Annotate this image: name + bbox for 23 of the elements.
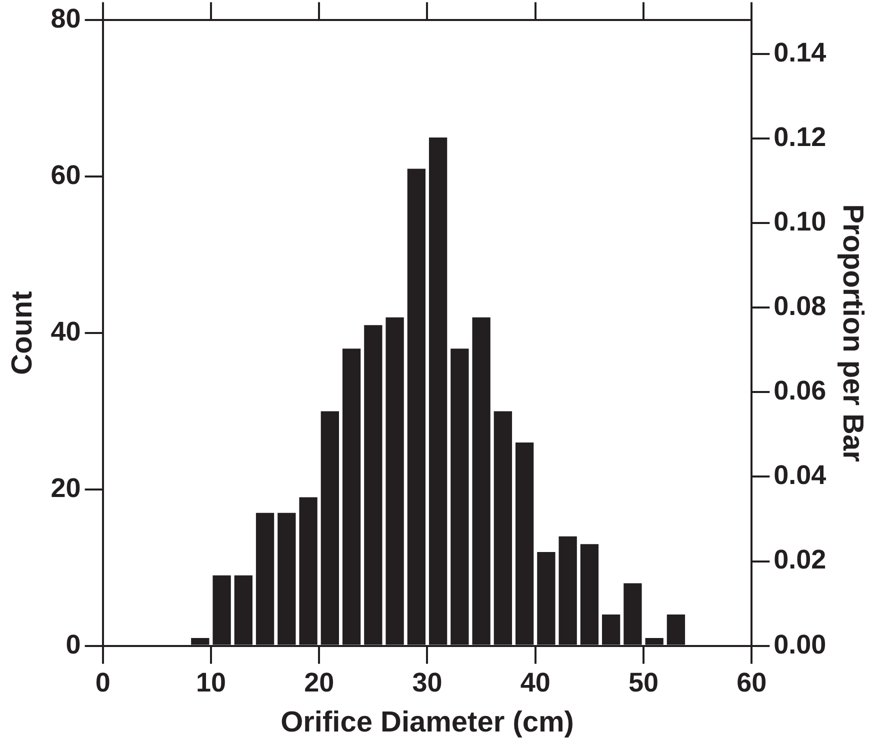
x-tick-label: 30 (412, 667, 442, 698)
y-tick-label: 20 (50, 472, 81, 503)
y2-tick-label: 0.04 (774, 460, 826, 490)
x-tick-label: 0 (95, 667, 110, 698)
y2-tick-label: 0.00 (774, 629, 826, 660)
y-tick-label: 0 (66, 629, 81, 660)
x-tick-label: 60 (736, 667, 767, 698)
y2-tick-label: 0.12 (774, 122, 826, 152)
y-axis-title: Count (6, 290, 38, 375)
y2-tick-label: 0.06 (774, 376, 826, 406)
y-tick-label: 40 (50, 316, 81, 346)
y2-tick-label: 0.14 (774, 37, 826, 68)
y2-tick-label: 0.02 (774, 544, 826, 575)
x-axis-title: Orifice Diameter (cm) (280, 706, 574, 739)
x-tick-label: 40 (520, 667, 550, 698)
y2-tick-label: 0.10 (774, 206, 826, 237)
y2-tick-label: 0.08 (774, 291, 826, 322)
y2-axis-title: Proportion per Bar (836, 204, 869, 462)
x-tick-label: 20 (304, 667, 334, 698)
y-tick-label: 60 (50, 160, 81, 190)
y-tick-label: 80 (50, 4, 81, 34)
x-tick-label: 10 (196, 667, 226, 698)
x-tick-label: 50 (628, 667, 659, 698)
